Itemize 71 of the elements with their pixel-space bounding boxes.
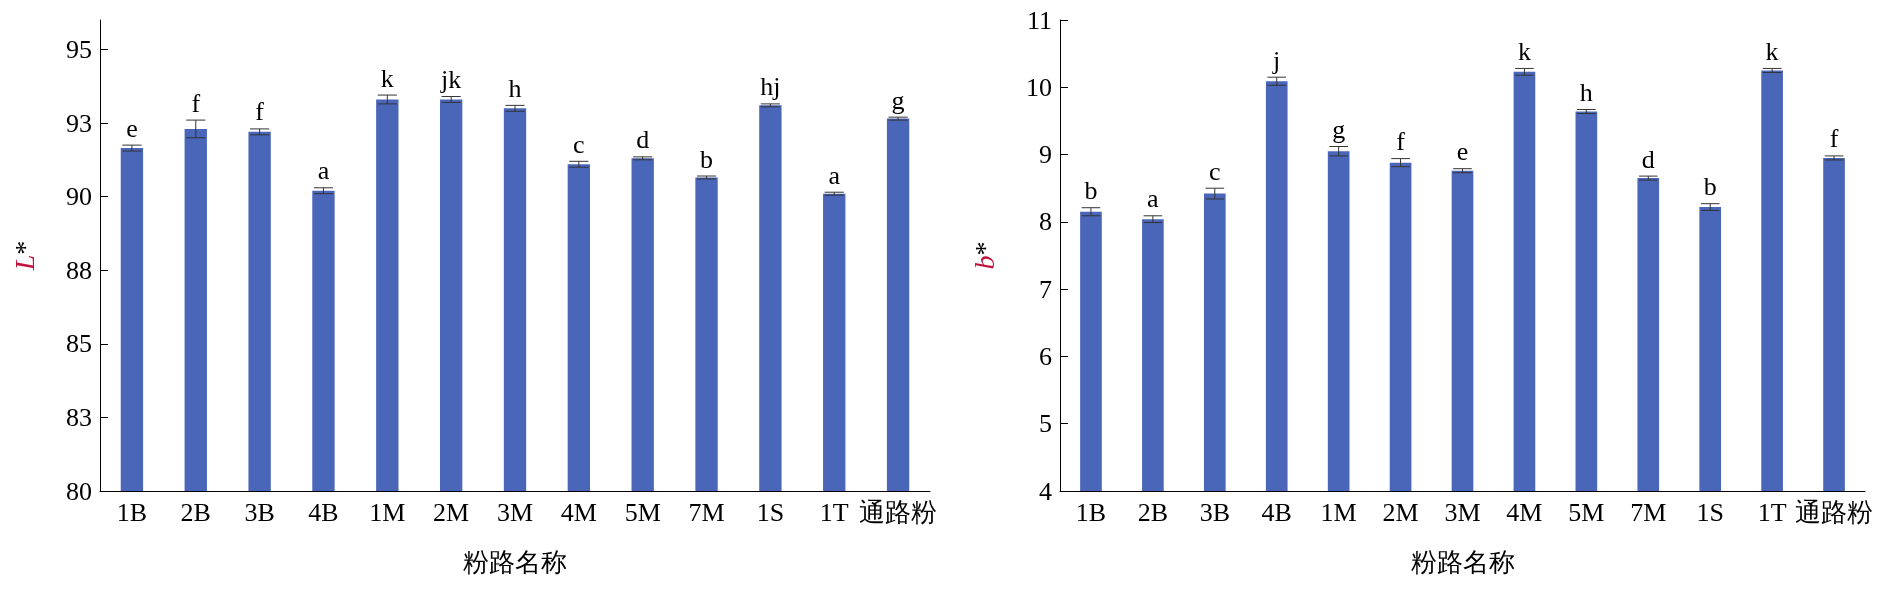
x-tick-label: 2M <box>433 497 470 527</box>
x-tick-label: 1B <box>1075 497 1107 527</box>
x-tick-label: 4M <box>1506 497 1543 527</box>
y-axis-title: L* <box>8 240 40 272</box>
y-tick-label: 8 <box>1039 207 1052 237</box>
x-tick-label: 1M <box>369 497 406 527</box>
x-tick-label: 3B <box>1199 497 1230 527</box>
y-tick-label: 95 <box>66 34 92 64</box>
x-tick-label: 5M <box>624 497 661 527</box>
y-tick-label: 6 <box>1039 341 1052 371</box>
y-tick-label: 85 <box>66 329 92 359</box>
y-tick-label: 90 <box>66 182 92 212</box>
data-label: hj <box>760 72 781 102</box>
data-label: d <box>636 125 650 155</box>
data-label: f <box>1829 124 1839 154</box>
x-tick-label: 5M <box>1568 497 1605 527</box>
data-label: h <box>508 73 522 103</box>
data-label: j <box>1272 45 1281 75</box>
x-tick-label: 3B <box>244 497 275 527</box>
y-tick-label: 9 <box>1039 140 1052 170</box>
x-tick-label: 4M <box>560 497 597 527</box>
x-tick-label: 2B <box>180 497 211 527</box>
y-tick-label: 93 <box>66 108 92 138</box>
y-axis-title: b* <box>968 241 1000 270</box>
x-tick-label: 1B <box>116 497 148 527</box>
data-label: e <box>1456 137 1469 167</box>
x-tick-label: 1T <box>1757 497 1787 527</box>
data-label: b <box>1084 176 1098 206</box>
x-tick-label: 通路粉 <box>1795 497 1874 527</box>
x-tick-label: 2B <box>1137 497 1169 527</box>
x-axis-title: 粉路名称 <box>1410 547 1515 577</box>
y-tick-label: 11 <box>1026 5 1052 35</box>
x-tick-label: 1S <box>1696 497 1724 527</box>
y-tick-label: 80 <box>66 476 92 506</box>
data-label: g <box>1332 115 1346 144</box>
x-tick-label: 1S <box>756 497 785 527</box>
data-label: a <box>828 160 841 190</box>
data-label: k <box>380 63 394 93</box>
y-tick-label: 10 <box>1026 72 1052 102</box>
data-label: g <box>891 85 905 115</box>
data-label: f <box>191 88 201 118</box>
x-tick-label: 3M <box>496 497 534 527</box>
data-label: f <box>255 97 265 127</box>
data-label: a <box>1147 184 1160 214</box>
data-label: b <box>700 144 714 174</box>
data-label: h <box>1579 77 1593 107</box>
data-label: k <box>1765 36 1779 66</box>
y-tick-label: 83 <box>66 402 92 432</box>
data-label: jk <box>440 65 462 95</box>
x-tick-label: 1T <box>819 497 849 527</box>
data-label: k <box>1517 36 1531 66</box>
data-label: a <box>317 156 330 186</box>
x-tick-label: 2M <box>1382 497 1419 527</box>
x-tick-label: 4B <box>1261 497 1292 527</box>
x-tick-label: 7M <box>688 497 725 527</box>
data-label: f <box>1396 127 1406 157</box>
x-tick-label: 3M <box>1444 497 1481 527</box>
data-label: d <box>1641 144 1655 174</box>
data-label: c <box>573 129 585 159</box>
x-tick-label: 7M <box>1630 497 1667 527</box>
y-tick-label: 5 <box>1039 409 1052 439</box>
data-label: c <box>1209 156 1221 186</box>
x-axis-title: 粉路名称 <box>463 547 567 577</box>
x-tick-label: 4B <box>308 497 339 527</box>
y-tick-label: 4 <box>1039 476 1052 506</box>
y-tick-label: 88 <box>66 255 92 285</box>
y-tick-label: 7 <box>1039 274 1052 304</box>
x-tick-label: 1M <box>1320 497 1357 527</box>
data-label: e <box>126 113 138 143</box>
x-tick-label: 通路粉 <box>859 497 938 527</box>
data-label: b <box>1703 172 1717 202</box>
